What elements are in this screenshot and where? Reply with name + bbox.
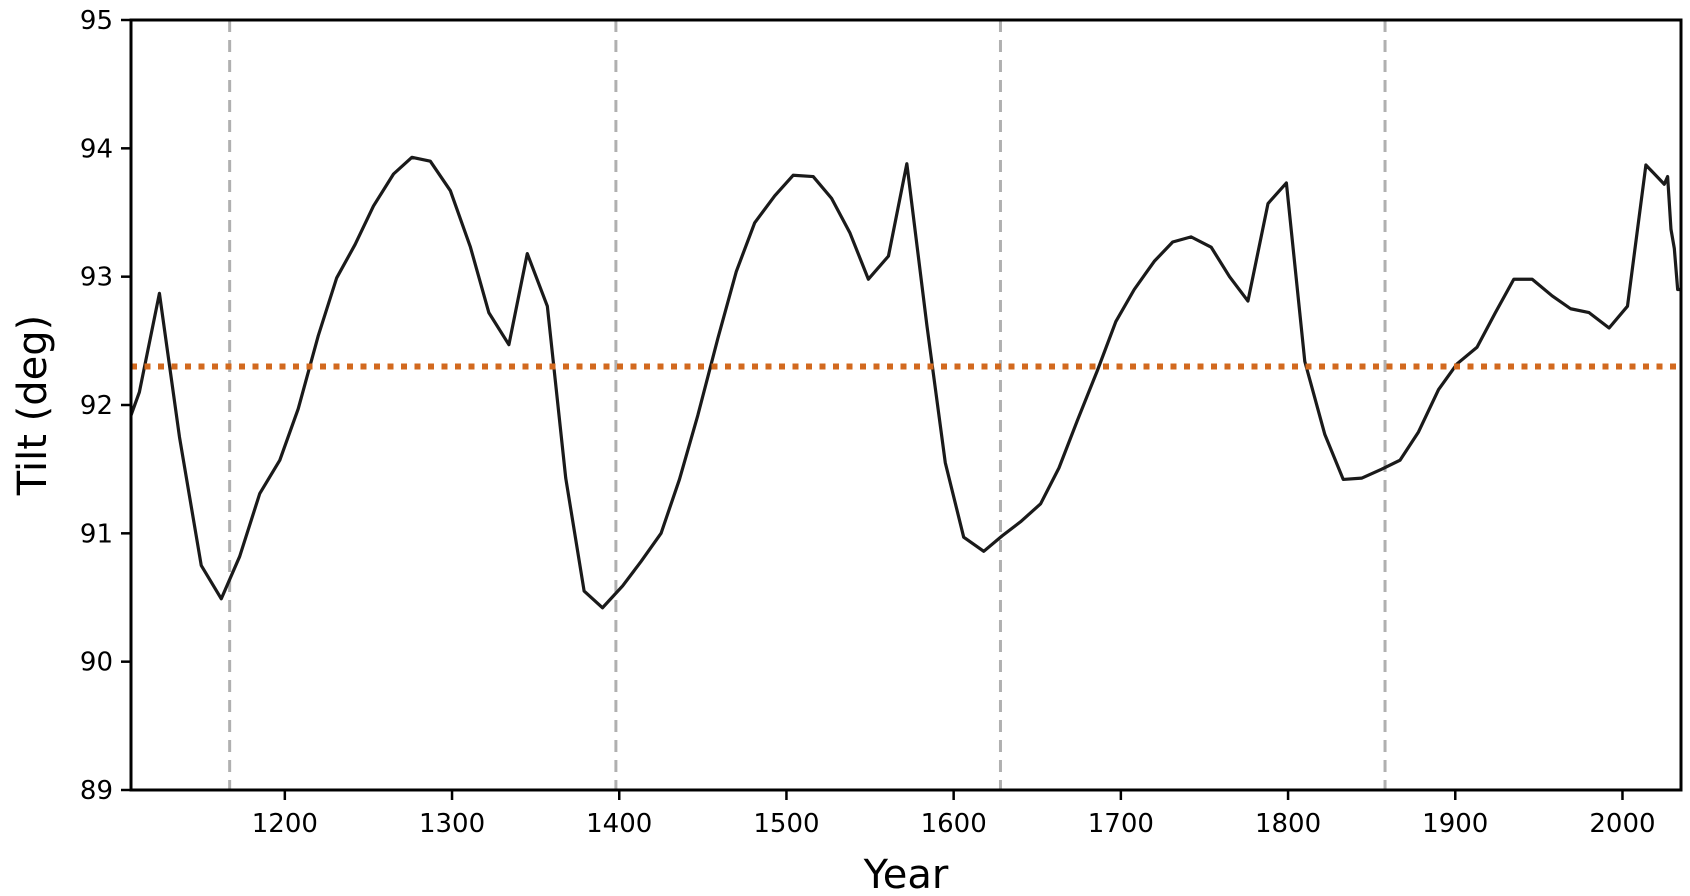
x-tick-label: 1700 bbox=[1088, 809, 1154, 839]
series-layer bbox=[129, 155, 1681, 610]
y-tick-label: 93 bbox=[80, 263, 113, 293]
y-axis-ticks: 89 90 91 92 93 94 95 bbox=[80, 6, 131, 806]
x-tick-label: 1800 bbox=[1255, 809, 1321, 839]
x-axis-ticks: 1200 1300 1400 1500 1600 1700 1800 1900 2000 bbox=[252, 790, 1656, 839]
y-tick-label: 92 bbox=[80, 391, 113, 421]
vertical-reference-lines bbox=[228, 20, 1387, 790]
plot-frame bbox=[129, 18, 1683, 792]
y-tick-label: 94 bbox=[80, 134, 113, 164]
y-tick-label: 95 bbox=[80, 6, 113, 36]
y-tick-label: 91 bbox=[80, 519, 113, 549]
x-tick-label: 2000 bbox=[1589, 809, 1655, 839]
y-tick-label: 89 bbox=[80, 776, 113, 806]
x-tick-label: 1500 bbox=[753, 809, 819, 839]
tilt-series-line bbox=[129, 155, 1681, 610]
x-tick-label: 1400 bbox=[586, 809, 652, 839]
y-axis-label: Tilt (deg) bbox=[10, 315, 56, 496]
x-tick-label: 1300 bbox=[419, 809, 485, 839]
x-tick-label: 1900 bbox=[1422, 809, 1488, 839]
x-tick-label: 1200 bbox=[252, 809, 318, 839]
y-tick-label: 90 bbox=[80, 648, 113, 678]
x-axis-label: Year bbox=[863, 852, 949, 896]
x-tick-label: 1600 bbox=[921, 809, 987, 839]
